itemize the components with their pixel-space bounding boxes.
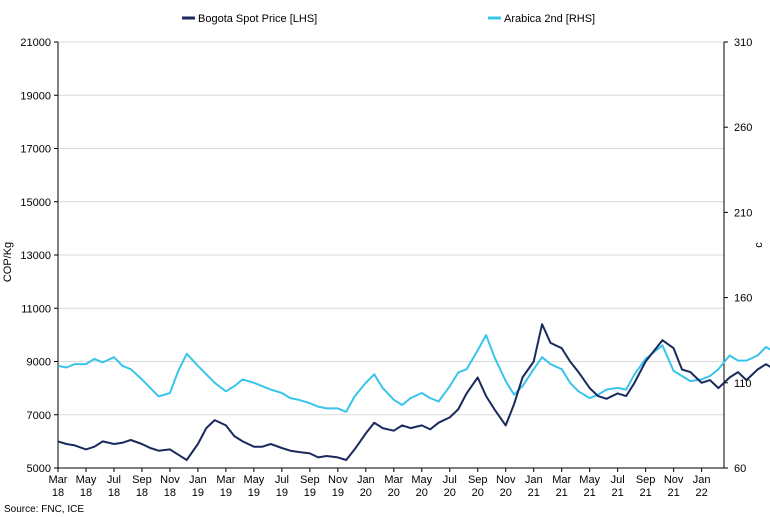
y-tick-right-label: 160 — [734, 293, 752, 305]
series-group — [57, 323, 770, 461]
x-tick-label-month: Nov — [160, 474, 180, 486]
x-tick-label-month: May — [411, 474, 432, 486]
y-tick-right-label: 260 — [734, 122, 752, 134]
x-tick-label-year: 18 — [164, 487, 176, 499]
x-tick-label-month: Mar — [49, 474, 68, 486]
x-tick-label-month: Mar — [384, 474, 403, 486]
x-tick-label-year: 20 — [360, 487, 372, 499]
y-tick-left-label: 13000 — [20, 250, 51, 262]
y-tick-left-label: 15000 — [20, 197, 51, 209]
y-axis-left: 21000 19000 17000 15000 13000 11000 9000 7000 50… — [20, 37, 58, 475]
x-tick-label-month: Nov — [664, 474, 684, 486]
x-tick-label-year: 20 — [444, 487, 456, 499]
x-tick-label-year: 21 — [640, 487, 652, 499]
y-tick-left-label: 17000 — [20, 144, 51, 156]
x-tick-label-year: 19 — [276, 487, 288, 499]
x-tick-label-year: 21 — [668, 487, 680, 499]
y-tick-left-label: 7000 — [27, 410, 51, 422]
x-tick-label-month: Mar — [552, 474, 571, 486]
y-tick-left-label: 19000 — [20, 90, 51, 102]
x-tick-label-month: Sep — [636, 474, 656, 486]
y-tick-right-label: 60 — [734, 463, 746, 475]
x-tick-label-year: 21 — [556, 487, 568, 499]
x-tick-label-year: 20 — [500, 487, 512, 499]
x-tick-label-month: Jan — [189, 474, 207, 486]
y-tick-left-label: 9000 — [27, 357, 51, 369]
x-tick-label-month: Nov — [328, 474, 348, 486]
x-tick-label-year: 19 — [220, 487, 232, 499]
x-tick-label-month: Sep — [468, 474, 488, 486]
x-tick-label-year: 22 — [695, 487, 707, 499]
series-line-arabica — [57, 334, 770, 413]
x-tick-label-month: Jul — [443, 474, 457, 486]
x-tick-label-month: May — [579, 474, 600, 486]
x-tick-label-month: Sep — [132, 474, 152, 486]
x-tick-label-month: Jul — [611, 474, 625, 486]
legend-label-bogota: Bogota Spot Price [LHS] — [198, 13, 317, 25]
legend: Bogota Spot Price [LHS] Arabica 2nd [RHS… — [182, 13, 595, 25]
x-tick-label-year: 18 — [80, 487, 92, 499]
x-tick-label-month: Mar — [216, 474, 235, 486]
x-tick-label-month: May — [76, 474, 97, 486]
x-tick-label-year: 21 — [584, 487, 596, 499]
x-tick-label-year: 20 — [472, 487, 484, 499]
x-tick-label-year: 21 — [612, 487, 624, 499]
y-axis-right-title: c — [753, 242, 765, 248]
x-tick-label-year: 18 — [136, 487, 148, 499]
y-tick-left-label: 5000 — [27, 463, 51, 475]
y-tick-right-label: 210 — [734, 207, 752, 219]
x-tick-label-year: 19 — [304, 487, 316, 499]
y-tick-left-label: 21000 — [20, 37, 51, 49]
x-tick-label-month: May — [243, 474, 264, 486]
x-tick-label-month: Nov — [496, 474, 516, 486]
y-axis-right: 310 260 210 160 110 60 — [724, 37, 752, 475]
y-axis-left-title: COP/Kg — [2, 242, 14, 282]
gridlines — [58, 41, 724, 469]
x-tick-label-month: Jul — [107, 474, 121, 486]
series-line-bogota — [57, 323, 770, 461]
x-tick-label-year: 18 — [52, 487, 64, 499]
x-tick-label-month: Sep — [300, 474, 320, 486]
y-tick-right-label: 110 — [734, 378, 752, 390]
x-tick-label-year: 21 — [528, 487, 540, 499]
y-tick-right-label: 310 — [734, 37, 752, 49]
x-tick-label-month: Jan — [525, 474, 543, 486]
x-axis: Mar18May18Jul18Sep18Nov18Jan19Mar19May19… — [49, 468, 711, 499]
y-tick-left-label: 11000 — [21, 303, 51, 315]
x-tick-label-year: 19 — [332, 487, 344, 499]
x-tick-label-year: 18 — [108, 487, 120, 499]
x-tick-label-month: Jan — [357, 474, 375, 486]
legend-label-arabica: Arabica 2nd [RHS] — [504, 13, 595, 25]
x-tick-label-year: 20 — [388, 487, 400, 499]
x-tick-label-year: 20 — [416, 487, 428, 499]
x-tick-label-month: Jul — [275, 474, 289, 486]
source-note: Source: FNC, ICE — [4, 504, 84, 515]
x-tick-label-year: 19 — [248, 487, 260, 499]
x-tick-label-year: 19 — [192, 487, 204, 499]
x-tick-label-month: Jan — [693, 474, 711, 486]
